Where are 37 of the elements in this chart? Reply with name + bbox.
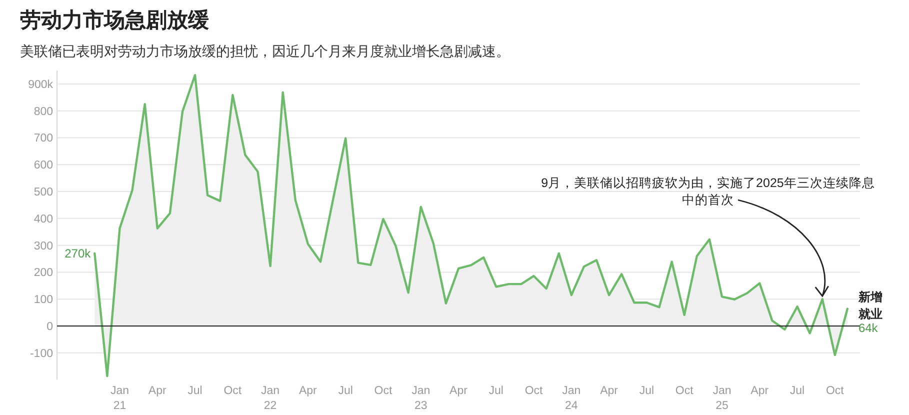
x-tick-label: Oct: [524, 385, 544, 397]
y-tick-label: 200: [34, 267, 53, 280]
x-tick-label: Apr: [600, 385, 618, 397]
chart-title: 劳动力市场急剧放缓: [20, 8, 209, 32]
y-tick-label: 100: [34, 294, 53, 306]
data-label: 270k: [64, 246, 92, 260]
x-tick-label: Jul: [790, 385, 805, 397]
x-tick-label: Jan 24: [562, 385, 581, 412]
y-tick-label: 800: [34, 106, 53, 118]
annotation: 9月，美联储以招聘疲软为由，实施了2025年三次连续降息中的首次: [541, 175, 875, 207]
y-tick-label: 500: [34, 186, 53, 199]
y-tick-label: 700: [34, 132, 53, 145]
x-tick-label: Jul: [488, 385, 504, 397]
y-tick-label: 300: [34, 240, 53, 252]
x-tick-label: Jan 22: [261, 385, 280, 412]
x-tick-label: Apr: [450, 385, 468, 397]
x-tick-label: Apr: [148, 385, 166, 397]
x-tick-label: Oct: [826, 385, 845, 397]
x-tick-label: Jul: [188, 385, 202, 397]
x-tick-label: Jan 21: [110, 385, 130, 412]
x-tick-label: Jan 23: [412, 385, 430, 412]
y-tick-label: 900k: [28, 78, 54, 91]
data-label: 64k: [858, 320, 879, 335]
y-tick-label: -100: [30, 348, 53, 360]
y-tick-label: 600: [34, 160, 53, 172]
x-tick-label: Oct: [224, 385, 242, 397]
chart-subtitle: 美联储已表明对劳动力市场放缓的担忧，因近几个月来月度就业增长急剧减速。: [20, 43, 510, 59]
series-label: 新增就业: [857, 290, 882, 321]
x-tick-label: Jul: [338, 385, 353, 397]
x-tick-label: Oct: [374, 385, 393, 397]
x-tick-label: Jan 25: [712, 385, 732, 412]
x-tick-label: Apr: [298, 385, 318, 397]
x-tick-label: Jul: [639, 385, 654, 397]
y-tick-label: 400: [34, 213, 53, 226]
x-tick-label: Apr: [750, 385, 769, 397]
y-tick-label: 0: [46, 321, 53, 334]
x-tick-label: Oct: [675, 385, 694, 397]
